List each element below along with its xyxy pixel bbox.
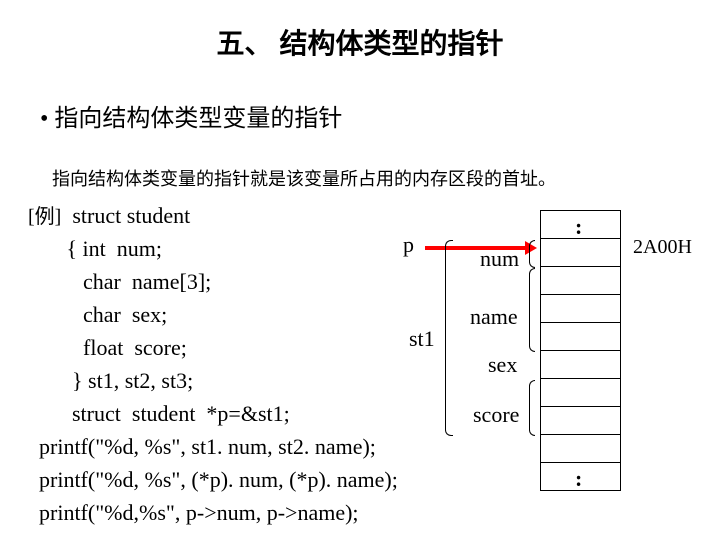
dots-top: : [575,214,582,240]
st1-label: st1 [409,326,435,352]
code-line-2: { int num; [67,236,163,261]
score-brace [529,380,535,436]
memory-table [540,210,621,491]
address-label: 2A00H [633,236,692,259]
score-label: score [473,402,519,428]
name-brace [529,268,535,352]
table-row [541,323,621,351]
code-line-1: struct student [72,203,190,228]
code-line-8: printf("%d, %s", st1. num, st2. name); [39,434,376,459]
st1-brace [445,240,453,436]
code-line-10: printf("%d,%s", p->num, p->name); [39,500,359,525]
table-row [541,435,621,463]
section-subtitle: 指向结构体类型变量的指针 [0,62,720,133]
example-label: [例] [28,206,61,228]
table-row [541,351,621,379]
code-line-4: char sex; [67,302,168,327]
table-row [541,407,621,435]
code-line-6: } st1, st2, st3; [72,368,193,393]
code-line-3: char name[3]; [67,269,212,294]
page-title: 五、 结构体类型的指针 [0,0,720,62]
table-row [541,239,621,267]
table-row [541,295,621,323]
table-row [541,267,621,295]
num-label: num [480,246,519,272]
dots-bottom: : [575,466,582,492]
description-text: 指向结构体类变量的指针就是该变量所占用的内存区段的首址。 [0,133,720,191]
code-line-7: struct student *p=&st1; [56,401,290,426]
sex-label: sex [488,352,517,378]
name-label: name [470,304,518,330]
num-brace [529,240,535,268]
code-line-9: printf("%d, %s", (*p). num, (*p). name); [39,467,398,492]
memory-diagram: : : p 2A00H num name sex score st1 [385,200,715,520]
table-row [541,379,621,407]
code-line-5: float score; [67,335,187,360]
p-label: p [403,232,414,258]
